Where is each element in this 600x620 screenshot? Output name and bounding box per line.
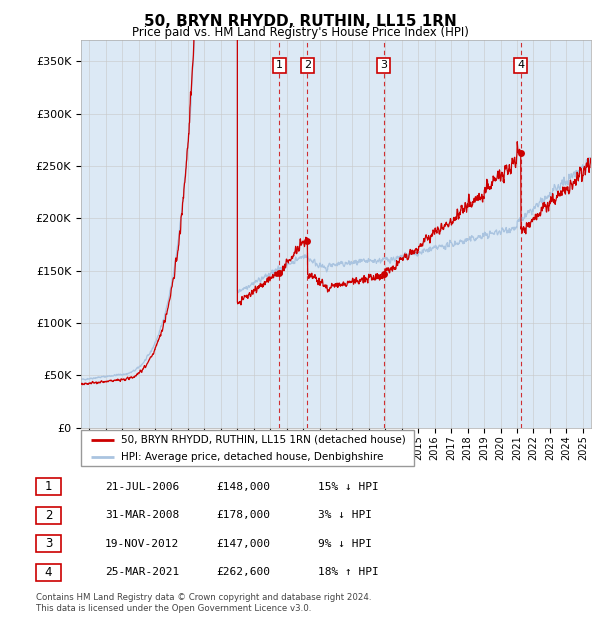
Text: 50, BRYN RHYDD, RUTHIN, LL15 1RN: 50, BRYN RHYDD, RUTHIN, LL15 1RN [143, 14, 457, 29]
Text: HPI: Average price, detached house, Denbighshire: HPI: Average price, detached house, Denb… [121, 451, 383, 461]
Text: 1: 1 [45, 480, 52, 493]
Text: 3% ↓ HPI: 3% ↓ HPI [318, 510, 372, 520]
Text: 18% ↑ HPI: 18% ↑ HPI [318, 567, 379, 577]
Text: 25-MAR-2021: 25-MAR-2021 [105, 567, 179, 577]
Text: 50, BRYN RHYDD, RUTHIN, LL15 1RN (detached house): 50, BRYN RHYDD, RUTHIN, LL15 1RN (detach… [121, 435, 406, 445]
Text: Price paid vs. HM Land Registry's House Price Index (HPI): Price paid vs. HM Land Registry's House … [131, 26, 469, 39]
Text: Contains HM Land Registry data © Crown copyright and database right 2024.
This d: Contains HM Land Registry data © Crown c… [36, 593, 371, 613]
Text: £178,000: £178,000 [216, 510, 270, 520]
Text: 4: 4 [517, 61, 524, 71]
Text: 21-JUL-2006: 21-JUL-2006 [105, 482, 179, 492]
Text: 2: 2 [45, 509, 52, 521]
Text: 15% ↓ HPI: 15% ↓ HPI [318, 482, 379, 492]
Text: £262,600: £262,600 [216, 567, 270, 577]
Text: 3: 3 [45, 538, 52, 550]
Text: 1: 1 [276, 61, 283, 71]
Text: 31-MAR-2008: 31-MAR-2008 [105, 510, 179, 520]
Text: 3: 3 [380, 61, 387, 71]
Text: 2: 2 [304, 61, 311, 71]
Text: £147,000: £147,000 [216, 539, 270, 549]
Text: 19-NOV-2012: 19-NOV-2012 [105, 539, 179, 549]
Text: 4: 4 [45, 566, 52, 578]
Text: £148,000: £148,000 [216, 482, 270, 492]
Text: 9% ↓ HPI: 9% ↓ HPI [318, 539, 372, 549]
